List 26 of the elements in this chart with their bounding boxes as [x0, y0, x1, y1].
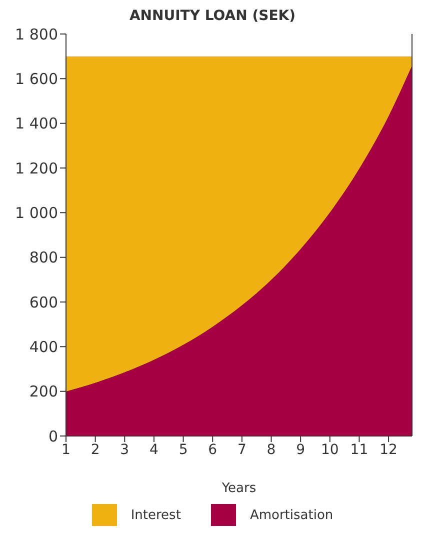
y-tick-label: 1 600	[15, 70, 58, 88]
x-tick-label: 2	[90, 442, 100, 458]
x-tick-label: 10	[320, 442, 339, 458]
x-tick-label: 3	[120, 442, 130, 458]
y-tick-label: 1 000	[15, 204, 58, 222]
x-tick-label: 1	[62, 442, 70, 458]
y-tick-label: 1 800	[15, 25, 58, 44]
y-tick-label: 0	[48, 427, 58, 446]
x-tick-label: 12	[380, 442, 398, 458]
legend-label: Interest	[130, 508, 181, 522]
y-tick-label: 600	[29, 293, 58, 312]
x-axis-title: Years	[220, 481, 256, 496]
x-tick-label: 5	[178, 442, 188, 458]
x-tick-label: 11	[350, 442, 368, 458]
x-tick-label: 4	[150, 442, 159, 458]
x-tick-label: 8	[266, 442, 276, 458]
y-tick-label: 800	[29, 248, 58, 267]
legend-label: Amortisation	[250, 508, 334, 522]
chart-title: ANNUITY LOAN (SEK)	[128, 8, 297, 26]
x-tick-label: 9	[296, 442, 306, 458]
y-tick-label: 400	[29, 338, 58, 356]
x-tick-label: 7	[237, 442, 246, 458]
x-tick-label: 6	[208, 442, 218, 458]
y-tick-label: 1 400	[15, 114, 58, 133]
y-tick-label: 200	[29, 382, 58, 401]
y-tick-label: 1 200	[15, 159, 58, 178]
